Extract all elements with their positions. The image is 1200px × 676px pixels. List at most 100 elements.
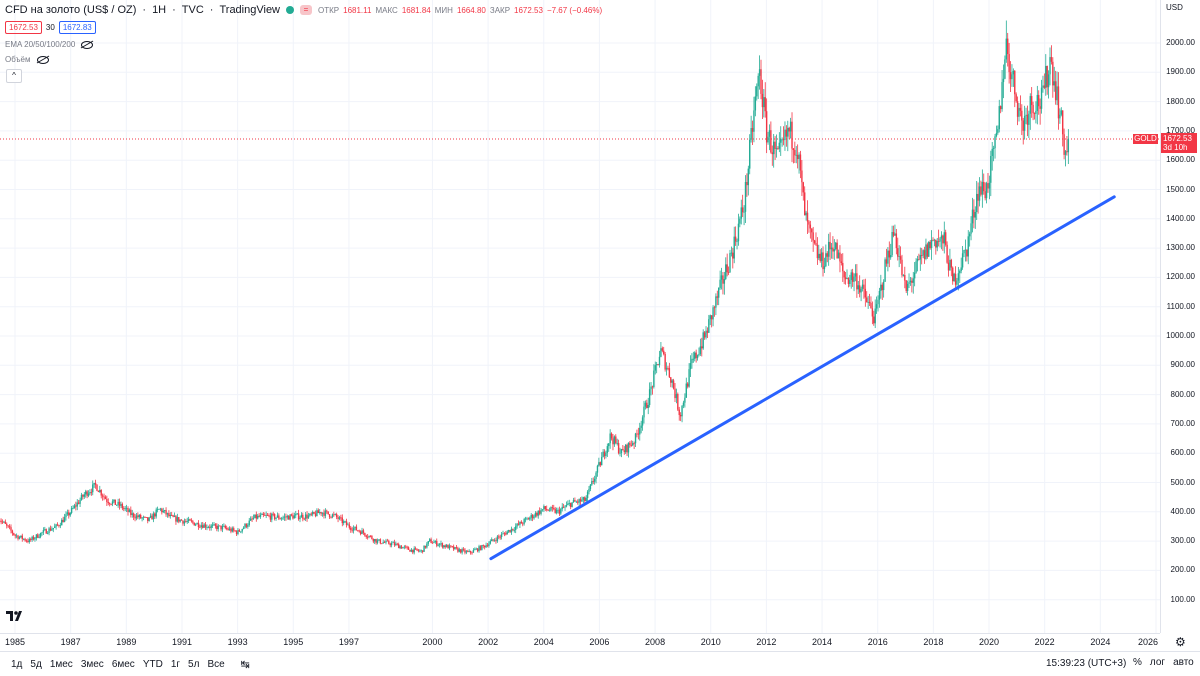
candle-body [676, 394, 677, 398]
price-tick-label: 1200.00 [1166, 272, 1195, 281]
spread-value: 30 [46, 23, 55, 32]
log-scale-button[interactable]: лог [1150, 657, 1165, 668]
auto-scale-button[interactable]: авто [1173, 657, 1194, 668]
gear-icon[interactable]: ⚙ [1175, 635, 1186, 649]
clock-label[interactable]: 15:39:23 (UTC+3) [1046, 658, 1126, 669]
time-tick-label: 1993 [228, 637, 248, 647]
candle-body [79, 500, 80, 504]
candle-body [929, 242, 930, 248]
candle-body [632, 443, 633, 445]
candle-body [514, 530, 515, 531]
candle-body [1001, 82, 1002, 109]
candle-body [777, 148, 778, 149]
price-chart[interactable] [0, 0, 1160, 633]
indicator-ema[interactable]: EMA 20/50/100/200 [5, 40, 93, 49]
candle-body [817, 245, 818, 258]
price-tick-label: 1900.00 [1166, 67, 1195, 76]
sell-button[interactable]: 1672.53 [5, 21, 42, 34]
date-range-icon[interactable]: ↹ [241, 658, 250, 671]
candle-body [144, 517, 145, 518]
market-status-icon[interactable] [286, 6, 294, 14]
candle-body [432, 543, 433, 544]
indicator-volume[interactable]: Объём [5, 55, 49, 64]
candle-body [966, 250, 967, 257]
candle-body [908, 282, 909, 284]
candle-body [109, 503, 110, 504]
candle-body [492, 539, 493, 540]
percent-scale-button[interactable]: % [1133, 657, 1142, 668]
tradingview-logo-icon[interactable] [5, 609, 23, 623]
candle-body [511, 529, 512, 532]
interval-label[interactable]: 1Н [152, 4, 166, 16]
hide-eye-icon[interactable] [37, 56, 49, 64]
candle-body [184, 521, 185, 523]
time-tick-label: 2018 [923, 637, 943, 647]
range-button[interactable]: 1д [11, 659, 22, 670]
candle-body [863, 285, 864, 289]
range-button[interactable]: 6мес [112, 659, 135, 670]
candle-body [179, 520, 180, 522]
candle-body [112, 501, 113, 504]
candle-body [686, 384, 687, 398]
candle-body [485, 545, 486, 547]
candle-body [525, 519, 526, 520]
candle-body [91, 492, 92, 493]
candle-body [335, 514, 336, 515]
candle-body [343, 521, 344, 523]
candle-body [84, 494, 85, 496]
candle-body [533, 517, 534, 519]
candle-body [536, 513, 537, 516]
candle-body [387, 541, 388, 542]
candle-body [1008, 54, 1009, 72]
candle-body [165, 510, 166, 514]
symbol-name[interactable]: CFD на золото (US$ / OZ) [5, 4, 136, 16]
candle-body [906, 281, 907, 291]
candle-body [253, 518, 254, 519]
candles [0, 21, 1069, 555]
range-button[interactable]: YTD [143, 659, 163, 670]
range-button[interactable]: 5л [188, 659, 199, 670]
candle-body [657, 364, 658, 365]
candle-body [119, 502, 120, 506]
candle-body [205, 524, 206, 527]
candle-body [498, 536, 499, 537]
candle-body [808, 222, 809, 225]
chart-pane[interactable] [0, 0, 1160, 633]
range-button[interactable]: 3мес [81, 659, 104, 670]
candle-body [677, 394, 678, 410]
trendline [491, 197, 1114, 559]
price-tick-label: 500.00 [1171, 478, 1195, 487]
hide-eye-icon[interactable] [81, 41, 93, 49]
candle-body [540, 510, 541, 514]
candle-body [7, 526, 8, 527]
candle-body [653, 371, 654, 387]
candle-body [263, 514, 264, 515]
candle-body [19, 537, 20, 539]
candle-body [430, 539, 431, 543]
candle-body [882, 285, 883, 290]
time-tick-label: 2026 [1138, 637, 1158, 647]
candle-body [841, 261, 842, 263]
range-button[interactable]: 5д [30, 659, 41, 670]
range-button[interactable]: 1мес [50, 659, 73, 670]
range-button[interactable]: Все [207, 659, 224, 670]
range-button[interactable]: 1г [171, 659, 180, 670]
exchange-label: TVC [182, 4, 204, 16]
buy-button[interactable]: 1672.83 [59, 21, 96, 34]
candle-body [701, 346, 702, 348]
chart-legend: CFD на золото (US$ / OZ) · 1Н · TVC · Tr… [5, 4, 602, 16]
tag-button[interactable]: = [300, 5, 312, 15]
candle-body [188, 519, 189, 521]
price-tick-label: 400.00 [1171, 507, 1195, 516]
candle-body [870, 303, 871, 308]
source-label: TradingView [219, 4, 280, 16]
collapse-legend-button[interactable]: ^ [6, 69, 22, 83]
high-value: 1681.84 [402, 6, 431, 15]
candle-body [192, 521, 193, 522]
candle-body [497, 536, 498, 541]
candle-body [15, 535, 16, 536]
candle-body [815, 243, 816, 245]
currency-label[interactable]: USD [1166, 3, 1183, 12]
